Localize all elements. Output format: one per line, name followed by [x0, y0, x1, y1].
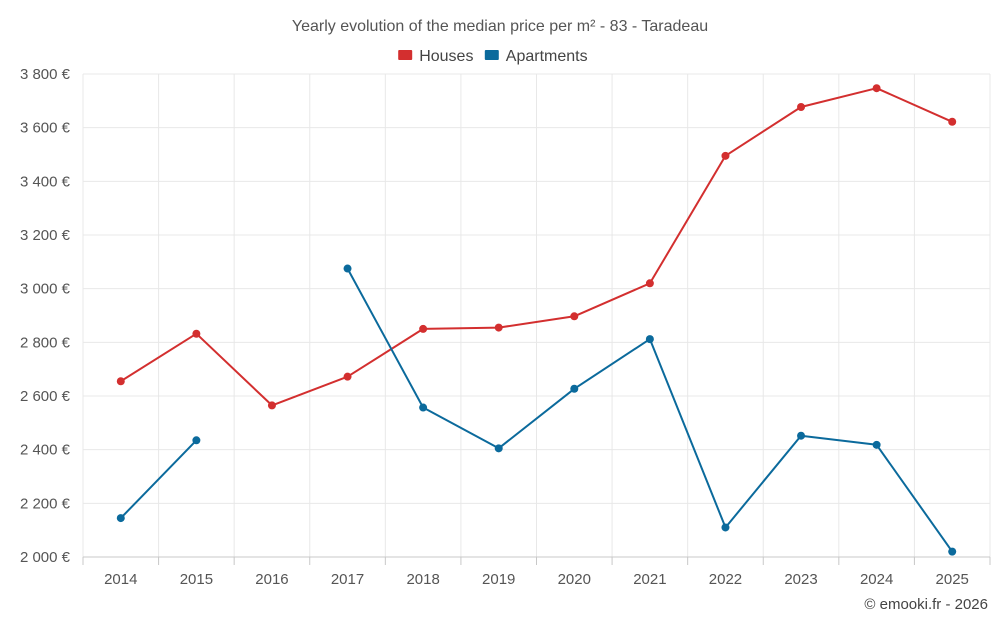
y-tick-label: 2 600 € [20, 388, 71, 405]
apartments-point [494, 444, 503, 453]
apartments-point [645, 335, 654, 344]
houses-point [494, 323, 503, 332]
houses-point [419, 324, 428, 333]
x-tick-label: 2020 [558, 571, 591, 588]
y-tick-label: 2 000 € [20, 549, 71, 566]
apartments-line [346, 268, 954, 553]
houses-point [192, 329, 201, 338]
legend: Houses Apartments [398, 48, 588, 65]
series-apartments [116, 264, 957, 556]
series-houses [116, 84, 957, 410]
legend-label-apartments: Apartments [506, 48, 588, 65]
credit-text: © emooki.fr - 2026 [864, 596, 988, 613]
series-layer [116, 84, 957, 556]
apartments-point [570, 384, 579, 393]
x-tick-label: 2016 [255, 571, 288, 588]
y-tick-label: 3 200 € [20, 227, 71, 244]
x-tick-label: 2018 [406, 571, 439, 588]
y-tick-label: 3 600 € [20, 120, 71, 137]
apartments-point [343, 264, 352, 273]
x-tick-label: 2021 [633, 571, 666, 588]
apartments-point [116, 514, 125, 523]
y-tick-label: 2 200 € [20, 495, 71, 512]
y-tick-label: 3 400 € [20, 173, 71, 190]
apartments-point [419, 403, 428, 412]
legend-swatch-apartments [484, 50, 499, 60]
apartments-point [192, 436, 201, 445]
houses-point [267, 401, 276, 410]
y-tick-label: 2 800 € [20, 334, 71, 351]
houses-point [721, 151, 730, 160]
x-tick-label: 2019 [482, 571, 515, 588]
apartments-line [120, 439, 198, 519]
houses-point [570, 312, 579, 321]
legend-swatch-houses [398, 50, 413, 60]
apartments-point [872, 440, 881, 449]
houses-point [343, 372, 352, 381]
apartments-point [948, 547, 957, 556]
houses-point [116, 377, 125, 386]
apartments-point [721, 523, 730, 532]
apartments-point [797, 431, 806, 440]
legend-item-apartments: Apartments [484, 48, 588, 65]
y-tick-label: 3 000 € [20, 281, 71, 298]
axes: 2 000 € 2 200 € 2 400 € 2 600 € 2 800 € 3 000… [20, 66, 991, 588]
houses-point [872, 84, 881, 93]
x-tick-label: 2022 [709, 571, 742, 588]
chart-title: Yearly evolution of the median price per… [292, 18, 708, 35]
x-tick-label: 2024 [860, 571, 893, 588]
x-tick-label: 2025 [936, 571, 969, 588]
x-tick-label: 2017 [331, 571, 364, 588]
legend-label-houses: Houses [419, 48, 473, 65]
legend-item-houses: Houses [398, 48, 473, 65]
y-tick-label: 3 800 € [20, 66, 71, 83]
houses-point [948, 117, 957, 126]
x-tick-label: 2014 [104, 571, 137, 588]
x-tick-label: 2023 [784, 571, 817, 588]
grid [82, 73, 991, 557]
houses-point [797, 103, 806, 112]
houses-line [120, 87, 953, 407]
houses-point [645, 279, 654, 288]
x-tick-label: 2015 [180, 571, 213, 588]
y-tick-label: 2 400 € [20, 442, 71, 459]
